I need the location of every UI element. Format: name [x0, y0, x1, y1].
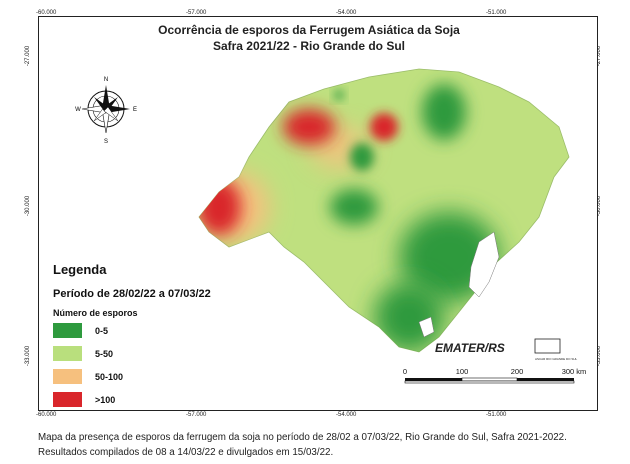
legend-class-label: 50-100 [95, 372, 123, 382]
zone-0-5-small [334, 90, 344, 100]
lat-label-left: -30.000 [25, 195, 32, 217]
scale-tick: 100 [456, 367, 469, 376]
legend-subheading: Número de esporos [53, 308, 138, 318]
map-canvas: N S W E Ocorrência de esporos da Ferruge… [53, 23, 587, 407]
emater-logo-text: EMATER/RS [435, 341, 505, 355]
caption-line2: Resultados compilados de 08 a 14/03/22 e… [38, 447, 334, 458]
map-title-line1: Ocorrência de esporos da Ferrugem Asiáti… [158, 23, 460, 37]
legend-swatch [53, 346, 82, 361]
lat-label-left: -33.000 [25, 345, 32, 367]
lon-label-bottom: -57.000 [186, 412, 207, 418]
legend-swatch [53, 369, 82, 384]
zone-over-100-northwest [283, 109, 335, 145]
caption-line1: Mapa da presença de esporos da ferrugem … [38, 432, 567, 443]
legend-class-label: 5-50 [95, 349, 113, 359]
zone-0-5-north-centre [350, 143, 374, 171]
legend-period: Período de 28/02/22 a 07/03/22 [53, 288, 211, 300]
lon-label-top: -57.000 [186, 10, 207, 16]
scale-tick: 0 [403, 367, 407, 376]
legend-heading: Legenda [53, 262, 107, 277]
scale-tick: 300 km [562, 367, 587, 376]
zone-over-100-west [199, 179, 241, 235]
map-frame: N S W E Ocorrência de esporos da Ferruge… [38, 16, 598, 411]
legend: Legenda Período de 28/02/22 a 07/03/22 N… [53, 262, 211, 407]
lon-label-bottom: -51.000 [486, 412, 507, 418]
compass-w: W [75, 107, 81, 113]
lon-label-top: -60.000 [36, 10, 57, 16]
scale-tick: 200 [511, 367, 524, 376]
lon-label-bottom: -60.000 [36, 412, 57, 418]
compass-e: E [133, 107, 137, 113]
lon-label-top: -54.000 [336, 10, 357, 16]
compass-rose: N S W E [75, 77, 137, 145]
compass-s: S [104, 139, 108, 145]
zone-0-5-centre [330, 189, 378, 225]
lon-label-bottom: -54.000 [336, 412, 357, 418]
map-title-line2: Safra 2021/22 - Rio Grande do Sul [213, 39, 405, 53]
legend-swatch [53, 392, 82, 407]
legend-class-label: 0-5 [95, 326, 108, 336]
spore-surface [199, 84, 499, 352]
legend-class-label: >100 [95, 395, 115, 405]
zone-over-100-north [370, 113, 398, 141]
emater-logo: EMATER/RS ASCAR RIO GRANDE DO SUL [435, 338, 578, 361]
partner-logo-text: ASCAR RIO GRANDE DO SUL [535, 357, 578, 361]
scale-bar: 0 100 200 300 km [403, 367, 587, 384]
legend-swatch [53, 323, 82, 338]
lat-label-left: -27.000 [25, 45, 32, 67]
lon-label-top: -51.000 [486, 10, 507, 16]
zone-0-5-north [422, 84, 466, 140]
compass-n: N [104, 77, 108, 83]
lagoon [468, 231, 500, 298]
lagoon-south [418, 316, 435, 338]
